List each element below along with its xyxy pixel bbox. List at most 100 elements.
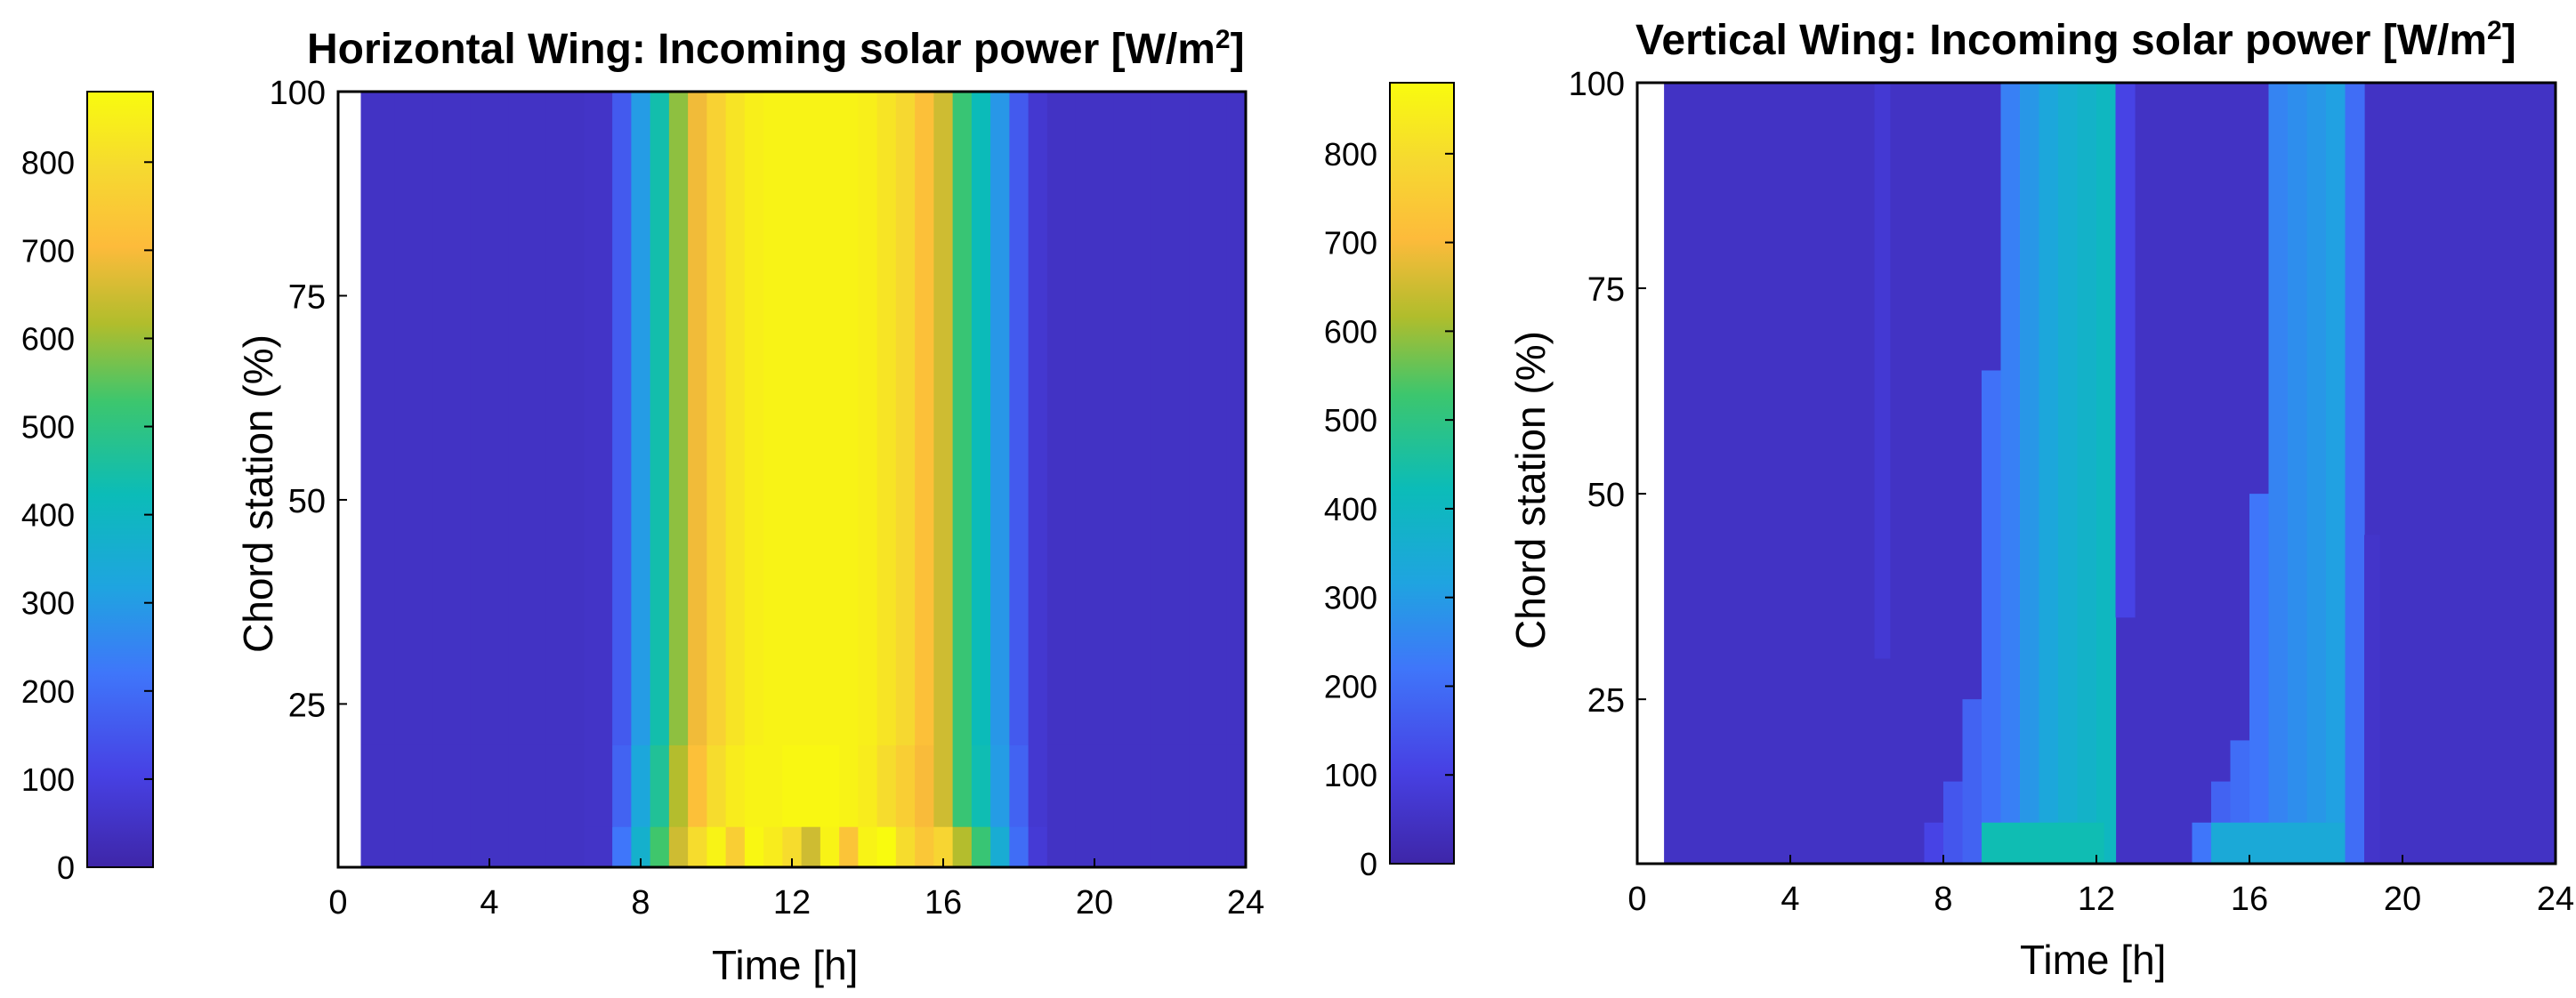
x-tick-label: 24 <box>1227 884 1264 922</box>
colorbar-right: 0 100 200 300 400 500 600 700 800 <box>1324 82 1455 882</box>
heatmap-cell <box>1009 744 1030 827</box>
heatmap-cell <box>1982 370 2002 865</box>
x-tick-label: 0 <box>1627 881 1646 918</box>
heatmap-cell <box>707 826 727 868</box>
heatmap-cell <box>2288 83 2308 865</box>
heatmap-cell <box>1226 826 1247 868</box>
heatmap-cell <box>668 92 689 745</box>
heatmap-cell <box>858 744 878 827</box>
heatmap-cell <box>876 826 897 868</box>
heatmap-cell <box>394 92 433 745</box>
horizontal-wing-chart: 0 4 8 12 16 20 24 25 50 75 100 <box>270 75 1265 922</box>
heatmap-cell <box>820 826 840 868</box>
heatmap-cell <box>650 92 670 745</box>
heatmap-cell <box>2249 494 2270 865</box>
heatmap-cell <box>584 92 613 745</box>
heatmap-cell <box>990 92 1010 745</box>
heatmap-cell <box>801 92 821 745</box>
heatmap-cell <box>1046 92 1077 745</box>
heatmap-cell <box>820 92 840 745</box>
x-tick-label: 4 <box>1781 881 1799 918</box>
colorbar-tick-label: 700 <box>21 232 75 269</box>
heatmap-cell <box>744 92 764 745</box>
heatmap-cell <box>1028 826 1048 868</box>
heatmap-cell <box>668 826 689 868</box>
heatmap-cell <box>1009 92 1030 745</box>
heatmap-cell <box>432 826 472 868</box>
colorbar-left-gradient <box>86 91 154 868</box>
heatmap-cell <box>2077 83 2097 865</box>
x-tick-label: 8 <box>1934 881 1952 918</box>
y-tick-label: 100 <box>1569 66 1625 103</box>
heatmap-cell <box>432 92 472 745</box>
y-tick-label: 75 <box>1587 271 1625 309</box>
heatmap-cell <box>839 92 859 745</box>
heatmap-cell <box>725 744 746 827</box>
colorbar-tick-label: 300 <box>1324 580 1377 616</box>
colorbar-tick-label: 800 <box>21 144 75 181</box>
heatmap-cell <box>394 826 433 868</box>
heatmap-cell <box>1189 744 1228 827</box>
colorbar-tick-label: 600 <box>1324 313 1377 350</box>
heatmap-cell <box>952 744 973 827</box>
heatmap-cell <box>508 826 547 868</box>
vertical-wing-xlabel: Time [h] <box>2020 937 2167 983</box>
heatmap-cell <box>2039 83 2059 865</box>
colorbar-tick-label: 200 <box>1324 668 1377 704</box>
heatmap-cell <box>1189 826 1228 868</box>
heatmap-cell <box>1962 699 1982 865</box>
heatmap-cell <box>763 92 783 745</box>
x-tick-label: 12 <box>2078 881 2115 918</box>
horizontal-wing-title: Horizontal Wing: Incoming solar power [W… <box>307 25 1245 73</box>
heatmap-cell <box>1226 744 1247 827</box>
heatmap-cell <box>1151 826 1190 868</box>
heatmap-cell <box>650 744 670 827</box>
heatmap-cell <box>1075 744 1114 827</box>
heatmap-cell <box>801 744 821 827</box>
heatmap-cell <box>1113 92 1152 745</box>
heatmap-cell <box>545 826 585 868</box>
heatmap-cell <box>432 744 472 827</box>
heatmap-cell <box>915 92 934 745</box>
colorbar-right-gradient <box>1389 82 1455 865</box>
heatmap-cell <box>584 826 613 868</box>
heatmap-cell <box>1113 744 1152 827</box>
y-tick-label: 100 <box>270 75 326 112</box>
colorbar-tick-label: 0 <box>1360 846 1377 882</box>
heatmap-cell <box>895 92 916 745</box>
heatmap-cell <box>2268 83 2289 865</box>
heatmap-cell <box>952 826 973 868</box>
heatmap-cell <box>2211 822 2346 864</box>
heatmap-cell <box>895 744 916 827</box>
heatmap-cell <box>508 92 547 745</box>
heatmap-cell <box>725 826 746 868</box>
heatmap-cell <box>612 92 632 745</box>
y-tick-label: 50 <box>1587 477 1625 514</box>
heatmap-cell <box>1075 92 1114 745</box>
heatmap-cell <box>470 744 509 827</box>
heatmap-cell <box>360 744 396 827</box>
colorbar-tick-label: 800 <box>1324 136 1377 173</box>
heatmap-cell <box>631 92 651 745</box>
x-tick-label: 20 <box>1076 884 1113 922</box>
heatmap-cell <box>1151 92 1190 745</box>
horizontal-wing-xlabel: Time [h] <box>712 942 859 988</box>
heatmap-cell <box>744 744 764 827</box>
heatmap-cell <box>1874 83 1891 659</box>
colorbar-tick-label: 400 <box>21 497 75 534</box>
colorbar-tick-label: 700 <box>1324 225 1377 262</box>
horizontal-wing-axes-ticks: 0 4 8 12 16 20 24 25 50 75 100 <box>270 75 1265 922</box>
heatmap-cell <box>2058 83 2079 865</box>
heatmap-cell <box>2000 83 2021 865</box>
heatmap-cell <box>545 92 585 745</box>
heatmap-cell <box>470 92 509 745</box>
heatmap-cell <box>1226 92 1247 745</box>
heatmap-cell <box>1189 92 1228 745</box>
heatmap-cell <box>2115 83 2136 618</box>
heatmap-cell <box>933 744 954 827</box>
x-tick-label: 24 <box>2537 881 2574 918</box>
heatmap-cell <box>508 744 547 827</box>
heatmap-cell <box>1028 744 1048 827</box>
heatmap-cell <box>2364 535 2380 865</box>
heatmap-cell <box>1943 781 1964 865</box>
